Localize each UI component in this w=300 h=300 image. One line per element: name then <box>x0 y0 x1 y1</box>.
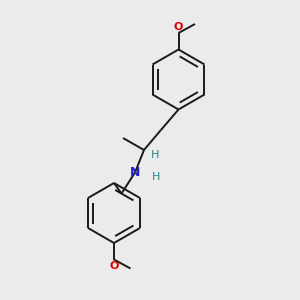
Text: H: H <box>152 172 160 182</box>
Text: O: O <box>174 22 183 32</box>
Text: N: N <box>130 166 140 179</box>
Text: O: O <box>109 261 119 271</box>
Text: H: H <box>151 149 159 160</box>
